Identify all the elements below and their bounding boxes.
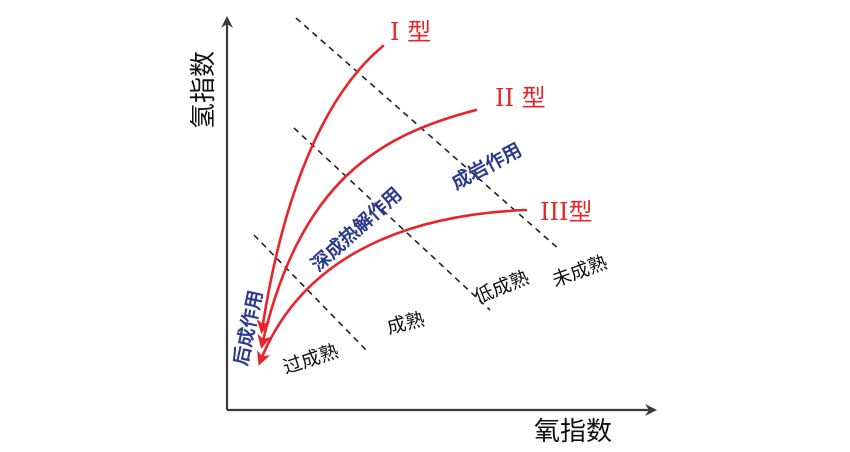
y-axis-label: 氢指数 [189, 51, 219, 129]
type-iii-label: III型 [540, 198, 592, 226]
type-ii-curve [257, 108, 478, 349]
boundary-line-2 [293, 127, 491, 311]
maturity-label-low-mature: 低成熟 [471, 267, 532, 309]
type-iii-curve [257, 208, 528, 366]
maturity-boundaries [253, 17, 561, 353]
maturity-label-over-mature: 过成熟 [280, 340, 341, 379]
maturity-label-immature: 未成熟 [549, 251, 610, 291]
boundary-line-1 [295, 17, 561, 251]
x-axis-label: 氧指数 [534, 417, 612, 447]
zone-label-catagenesis: 深成热解作用 [306, 183, 406, 276]
type-ii-label: II 型 [495, 84, 546, 112]
type-i-curve [256, 44, 385, 334]
boundary-line-3 [253, 234, 369, 353]
evolution-curves [256, 44, 528, 366]
maturity-label-mature: 成熟 [385, 308, 427, 339]
type-i-label: I 型 [390, 18, 431, 46]
